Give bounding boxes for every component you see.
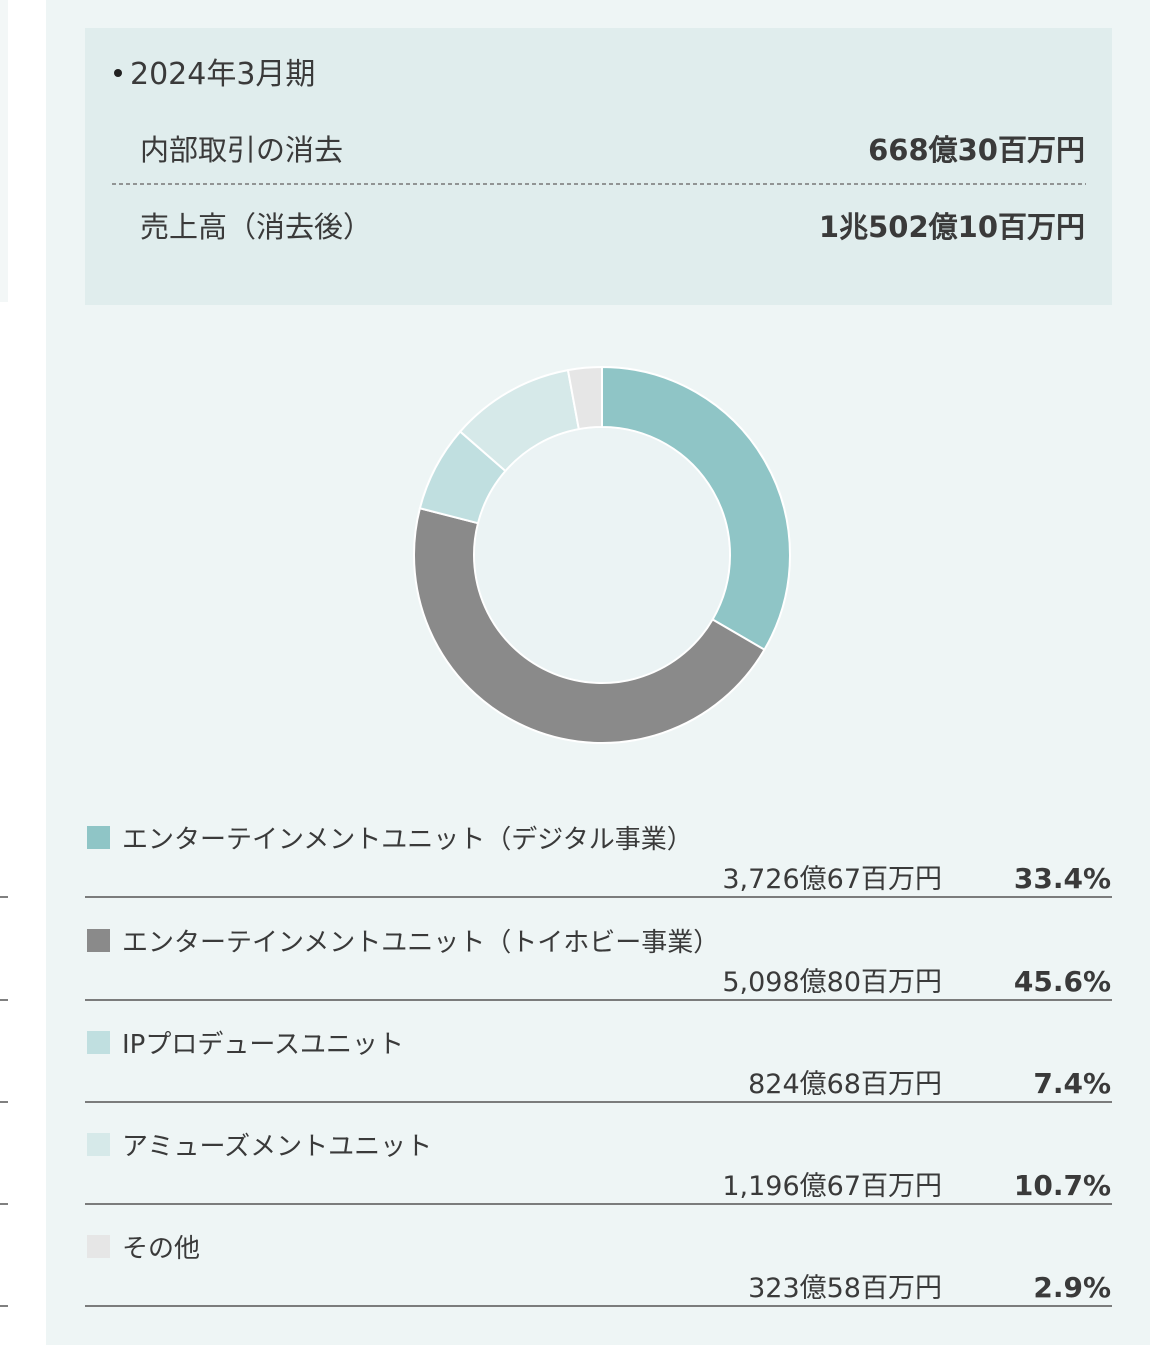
legend-label: アミューズメントユニット bbox=[122, 1132, 432, 1162]
percent-label: 2.9% bbox=[1033, 1271, 1111, 1304]
percent-label: 45.6% bbox=[1014, 965, 1111, 998]
legend-swatch bbox=[87, 1235, 110, 1258]
donut-slice bbox=[601, 365, 791, 652]
amount: 3,726億67百万円 bbox=[722, 864, 942, 895]
donut-slice bbox=[413, 507, 766, 744]
legend-swatch bbox=[87, 929, 110, 952]
legend-swatch bbox=[87, 826, 110, 849]
amount: 323億58百万円 bbox=[748, 1273, 942, 1304]
legend-label: エンターテインメントユニット（デジタル事業） bbox=[122, 825, 693, 855]
legend-swatch bbox=[87, 1031, 110, 1054]
percent-label: 33.4% bbox=[1014, 862, 1111, 895]
side-panel bbox=[0, 0, 8, 302]
amount: 824億68百万円 bbox=[748, 1069, 942, 1100]
amount: 1,196億67百万円 bbox=[722, 1171, 942, 1202]
percent-label: 7.4% bbox=[1033, 1067, 1111, 1100]
donut-hole bbox=[475, 428, 729, 682]
donut-chart bbox=[413, 365, 791, 744]
summary-label: 売上高（消去後） bbox=[140, 210, 372, 244]
bullet bbox=[114, 69, 122, 77]
summary-value: 1兆502億10百万円 bbox=[819, 210, 1085, 244]
legend-label: IPプロデュースユニット bbox=[122, 1030, 404, 1060]
summary-title: 2024年3月期 bbox=[130, 57, 315, 92]
legend-label: エンターテインメントユニット（トイホビー事業） bbox=[122, 928, 719, 958]
legend-swatch bbox=[87, 1133, 110, 1156]
donut-slice bbox=[566, 365, 603, 431]
amount: 5,098億80百万円 bbox=[722, 967, 942, 998]
percent-label: 10.7% bbox=[1014, 1169, 1111, 1202]
legend-label: その他 bbox=[122, 1234, 200, 1264]
legend: エンターテインメントユニット（デジタル事業） 3,726億67百万円 33.4% エン… bbox=[0, 825, 1112, 1307]
summary-box bbox=[85, 28, 1112, 305]
summary-value: 668億30百万円 bbox=[868, 133, 1085, 167]
summary-label: 内部取引の消去 bbox=[140, 133, 343, 167]
